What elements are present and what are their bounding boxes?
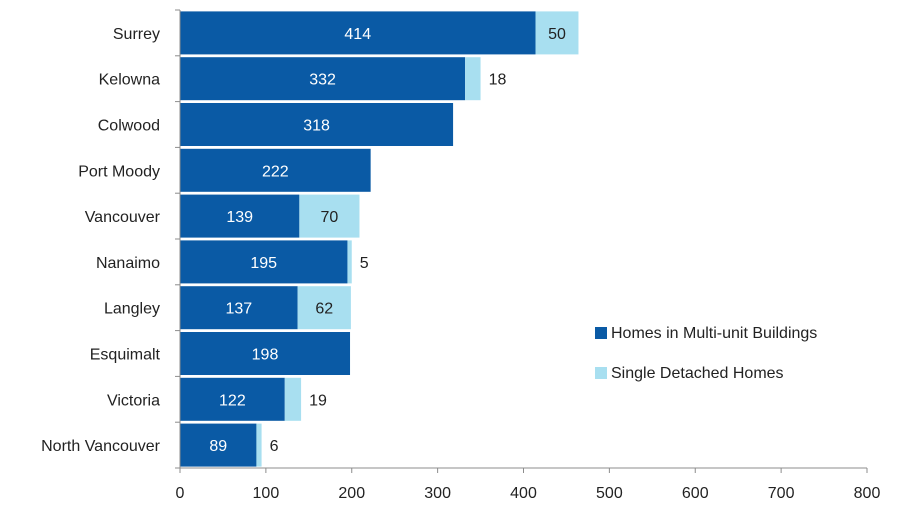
data-label-single-detached-4: 70 <box>321 209 339 226</box>
bar-multi-unit-7 <box>180 332 351 375</box>
x-tick-label-8: 800 <box>854 485 881 502</box>
data-label-single-detached-0: 50 <box>548 26 566 43</box>
x-tick-label-5: 500 <box>596 485 623 502</box>
data-label-multi-unit-4: 139 <box>226 209 253 226</box>
bar-single-detached-4 <box>299 194 360 238</box>
x-tick-label-7: 700 <box>768 485 795 502</box>
data-label-single-detached-9: 6 <box>270 438 279 455</box>
x-tick-label-2: 200 <box>338 485 365 502</box>
data-labels-layer: 414 50 332 18 318 222 139 70 195 5 137 62 198 122 19 89… <box>209 26 566 455</box>
bar-multi-unit-9 <box>180 423 257 467</box>
data-label-multi-unit-6: 137 <box>225 301 252 318</box>
legend-label-1: Single Detached Homes <box>611 365 784 382</box>
bar-single-detached-9 <box>256 423 262 467</box>
axes-layer: 0 100 200 300 400 500 600 700 800 <box>175 9 881 502</box>
bar-multi-unit-6 <box>180 286 298 330</box>
data-label-single-detached-6: 62 <box>315 301 333 318</box>
category-label-7: Esquimalt <box>90 347 161 364</box>
x-tick-label-4: 400 <box>510 485 537 502</box>
data-label-multi-unit-7: 198 <box>252 347 279 364</box>
x-tick-label-0: 0 <box>176 485 185 502</box>
data-label-multi-unit-5: 195 <box>250 255 277 272</box>
bar-single-detached-0 <box>535 11 579 55</box>
bar-single-detached-8 <box>284 377 302 421</box>
bars-layer <box>180 11 579 467</box>
data-label-multi-unit-0: 414 <box>344 26 371 43</box>
bar-multi-unit-3 <box>180 148 371 192</box>
data-label-multi-unit-9: 89 <box>209 438 227 455</box>
x-tick-label-1: 100 <box>253 485 280 502</box>
category-label-9: North Vancouver <box>41 438 161 455</box>
category-label-8: Victoria <box>107 392 160 409</box>
category-label-6: Langley <box>104 301 160 318</box>
category-label-0: Surrey <box>113 26 160 43</box>
bar-multi-unit-5 <box>180 240 348 284</box>
data-label-multi-unit-1: 332 <box>309 72 336 89</box>
bar-single-detached-1 <box>465 57 481 101</box>
category-label-2: Colwood <box>98 118 160 135</box>
bar-multi-unit-2 <box>180 103 454 146</box>
legend-label-0: Homes in Multi-unit Buildings <box>611 325 817 342</box>
bar-multi-unit-1 <box>180 57 466 101</box>
data-label-single-detached-5: 5 <box>360 255 369 272</box>
data-label-multi-unit-2: 318 <box>303 118 330 135</box>
bar-single-detached-5 <box>347 240 352 284</box>
x-tick-label-6: 600 <box>682 485 709 502</box>
category-label-4: Vancouver <box>85 209 161 226</box>
x-tick-label-3: 300 <box>424 485 451 502</box>
bar-multi-unit-8 <box>180 377 285 421</box>
data-label-multi-unit-3: 222 <box>262 163 289 180</box>
bar-multi-unit-4 <box>180 194 300 238</box>
legend: Homes in Multi-unit Buildings Single Deta… <box>595 325 817 382</box>
data-label-single-detached-8: 19 <box>309 392 327 409</box>
bar-single-detached-6 <box>297 286 351 330</box>
category-label-3: Port Moody <box>78 163 160 180</box>
category-label-1: Kelowna <box>99 72 160 89</box>
category-labels-layer: Surrey Kelowna Colwood Port Moody Vancouver N… <box>41 26 161 455</box>
bar-multi-unit-0 <box>180 11 536 55</box>
category-label-5: Nanaimo <box>96 255 160 272</box>
legend-swatch-0 <box>595 327 607 339</box>
data-label-single-detached-1: 18 <box>489 72 507 89</box>
legend-swatch-1 <box>595 367 607 379</box>
data-label-multi-unit-8: 122 <box>219 392 246 409</box>
